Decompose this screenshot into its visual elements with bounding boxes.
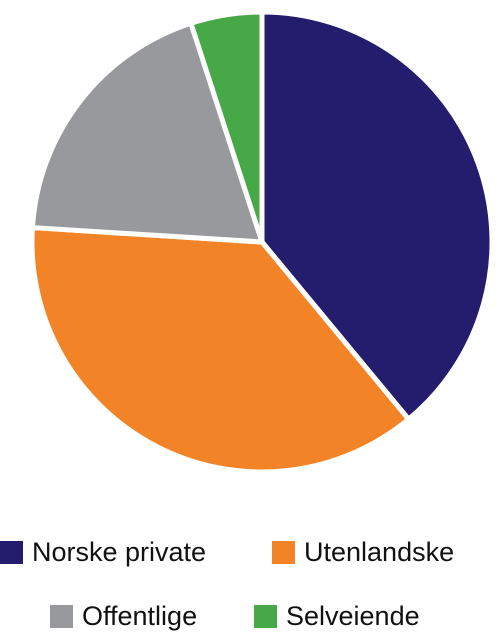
legend-item-selveiende: Selveiende xyxy=(254,603,420,630)
legend-swatch-utenlandske xyxy=(272,541,295,564)
legend-item-utenlandske: Utenlandske xyxy=(272,539,454,566)
legend-item-offentlige: Offentlige xyxy=(50,603,197,630)
legend-label-offentlige: Offentlige xyxy=(82,601,198,631)
legend-swatch-selveiende xyxy=(254,605,277,628)
pie-slice-norske-private xyxy=(259,9,495,422)
legend-label-selveiende: Selveiende xyxy=(286,601,420,631)
pie-slice-utenlandske xyxy=(29,225,412,475)
legend-label-utenlandske: Utenlandske xyxy=(304,537,455,567)
legend-swatch-norske-private xyxy=(0,541,23,564)
pie-slice-offentlige xyxy=(29,20,265,245)
legend-item-norske-private: Norske private xyxy=(0,539,206,566)
legend-label-norske-private: Norske private xyxy=(32,537,207,567)
legend: Norske private Utenlandske Offentlige Se… xyxy=(0,515,500,642)
pie-slice-selveiende xyxy=(188,9,265,245)
pie-chart xyxy=(29,9,495,475)
legend-swatch-offentlige xyxy=(50,605,73,628)
